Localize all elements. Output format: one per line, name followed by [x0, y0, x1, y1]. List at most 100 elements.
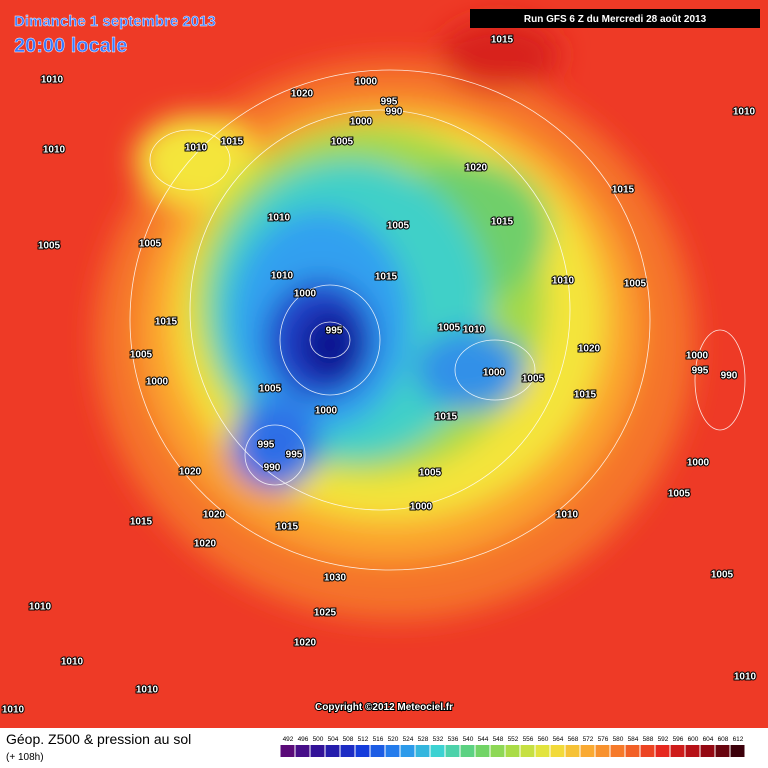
isobar-label: 1010 — [271, 271, 294, 282]
colorbar-swatch — [565, 745, 580, 757]
isobar-label: 1015 — [435, 412, 458, 423]
date: Dimanche 1 septembre 2013 — [14, 13, 216, 30]
isobar-label: 1015 — [155, 317, 178, 328]
colorbar-swatch — [295, 745, 310, 757]
isobar-label: 1005 — [522, 374, 545, 385]
isobar-label: 1010 — [2, 705, 25, 716]
colorbar-label: 528 — [418, 736, 429, 743]
copyright: Copyright ©2012 Meteociel.fr — [315, 702, 453, 713]
isobar-label: 995 — [258, 440, 275, 451]
colorbar-label: 604 — [703, 736, 714, 743]
isobar-label: 1015 — [491, 217, 514, 228]
colorbar: 492 496 500 504 508 512 516 520 524 528 532 536 540 5… — [280, 736, 745, 757]
isobar-label: 1010 — [733, 107, 756, 118]
isobar-label: 1020 — [194, 539, 217, 550]
colorbar-swatch — [460, 745, 475, 757]
colorbar-label: 520 — [388, 736, 399, 743]
colorbar-label: 512 — [358, 736, 369, 743]
colorbar-label: 564 — [553, 736, 564, 743]
colorbar-label: 504 — [328, 736, 339, 743]
isobar-label: 1015 — [491, 35, 514, 46]
isobar-label: 1005 — [624, 279, 647, 290]
isobar-label: 1010 — [61, 657, 84, 668]
isobar-label: 1005 — [438, 323, 461, 334]
lead-time: (+ 108h) — [6, 752, 44, 763]
colorbar-swatch — [325, 745, 340, 757]
isobar-label: 1010 — [556, 510, 579, 521]
isobar-label: 1020 — [179, 467, 202, 478]
colorbar-label: 516 — [373, 736, 384, 743]
colorbar-label: 532 — [433, 736, 444, 743]
colorbar-label: 572 — [583, 736, 594, 743]
isobar-label: 1000 — [315, 406, 338, 417]
colorbar-swatch — [475, 745, 490, 757]
isobar-label: 1005 — [668, 489, 691, 500]
isobar-label: 1000 — [146, 377, 169, 388]
colorbar-label: 576 — [598, 736, 609, 743]
colorbar-swatch — [370, 745, 385, 757]
isobar-label: 1005 — [130, 350, 153, 361]
colorbar-label: 592 — [658, 736, 669, 743]
isobar-label: 1020 — [291, 89, 314, 100]
isobar-label: 1015 — [276, 522, 299, 533]
isobar-label: 995 — [692, 366, 709, 377]
colorbar-swatch — [310, 745, 325, 757]
colorbar-swatch — [670, 745, 685, 757]
isobar-label: 990 — [386, 107, 403, 118]
colorbar-label: 548 — [493, 736, 504, 743]
isobar-label: 1005 — [711, 570, 734, 581]
colorbar-label: 588 — [643, 736, 654, 743]
isobar-label: 995 — [326, 326, 343, 337]
isobar-label: 1005 — [331, 137, 354, 148]
legend-title: Géop. Z500 & pression au sol — [6, 731, 191, 747]
colorbar-swatch — [400, 745, 415, 757]
isobar-label: 995 — [381, 97, 398, 108]
isobar-label: 1015 — [612, 185, 635, 196]
run: Run GFS 6 Z du Mercredi 28 août 2013 — [524, 14, 707, 25]
colorbar-swatch — [385, 745, 400, 757]
time: 20:00 locale — [14, 35, 127, 57]
isobar-label: 1000 — [350, 117, 373, 128]
isobar-label: 1015 — [130, 517, 153, 528]
isobar-label: 995 — [286, 450, 303, 461]
colorbar-swatch — [580, 745, 595, 757]
isobar-label: 1010 — [268, 213, 291, 224]
isobar-label: 1020 — [465, 163, 488, 174]
isobar-label: 1000 — [686, 351, 709, 362]
isobar-label: 1015 — [375, 272, 398, 283]
isobar-label: 1010 — [185, 143, 208, 154]
colorbar-swatch — [700, 745, 715, 757]
isobar-label: 1005 — [139, 239, 162, 250]
colorbar-label: 600 — [688, 736, 699, 743]
colorbar-label: 596 — [673, 736, 684, 743]
isobar-label: 1005 — [387, 221, 410, 232]
isobar-label: 1010 — [29, 602, 52, 613]
colorbar-label: 584 — [628, 736, 639, 743]
colorbar-label: 500 — [313, 736, 324, 743]
colorbar-swatch — [655, 745, 670, 757]
colorbar-swatch — [490, 745, 505, 757]
isobar-label: 1010 — [463, 325, 486, 336]
isobar-label: 1000 — [355, 77, 378, 88]
isobar-label: 1015 — [221, 137, 244, 148]
isobar-label: 1000 — [294, 289, 317, 300]
colorbar-swatch — [520, 745, 535, 757]
isobar-label: 1010 — [136, 685, 159, 696]
colorbar-swatch — [685, 745, 700, 757]
colorbar-label: 608 — [718, 736, 729, 743]
colorbar-label: 544 — [478, 736, 489, 743]
colorbar-label: 524 — [403, 736, 414, 743]
colorbar-swatch — [280, 745, 295, 757]
isobar-label: 1020 — [203, 510, 226, 521]
colorbar-swatch — [355, 745, 370, 757]
colorbar-swatch — [430, 745, 445, 757]
isobar-label: 1010 — [43, 145, 66, 156]
isobar-label: 990 — [721, 371, 738, 382]
colorbar-label: 492 — [283, 736, 294, 743]
isobar-label: 1010 — [734, 672, 757, 683]
isobar-label: 1005 — [259, 384, 282, 395]
colorbar-label: 496 — [298, 736, 309, 743]
colorbar-label: 568 — [568, 736, 579, 743]
